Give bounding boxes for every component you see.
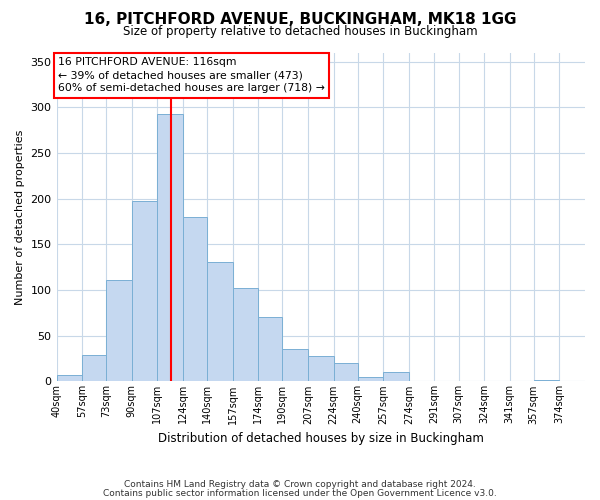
Bar xyxy=(132,200,157,382)
Bar xyxy=(207,262,233,382)
Bar xyxy=(308,356,334,382)
X-axis label: Distribution of detached houses by size in Buckingham: Distribution of detached houses by size … xyxy=(158,432,484,445)
Text: Contains public sector information licensed under the Open Government Licence v3: Contains public sector information licen… xyxy=(103,488,497,498)
Bar xyxy=(383,372,409,382)
Bar xyxy=(233,288,258,382)
Bar xyxy=(183,217,207,382)
Bar xyxy=(258,318,283,382)
Text: 16 PITCHFORD AVENUE: 116sqm
← 39% of detached houses are smaller (473)
60% of se: 16 PITCHFORD AVENUE: 116sqm ← 39% of det… xyxy=(58,57,325,94)
Bar xyxy=(283,348,308,382)
Bar xyxy=(334,363,358,382)
Bar xyxy=(106,280,132,382)
Y-axis label: Number of detached properties: Number of detached properties xyxy=(15,130,25,304)
Text: Contains HM Land Registry data © Crown copyright and database right 2024.: Contains HM Land Registry data © Crown c… xyxy=(124,480,476,489)
Bar xyxy=(534,380,559,382)
Text: 16, PITCHFORD AVENUE, BUCKINGHAM, MK18 1GG: 16, PITCHFORD AVENUE, BUCKINGHAM, MK18 1… xyxy=(84,12,516,28)
Bar xyxy=(358,377,383,382)
Bar xyxy=(157,114,183,382)
Bar xyxy=(82,355,106,382)
Text: Size of property relative to detached houses in Buckingham: Size of property relative to detached ho… xyxy=(122,25,478,38)
Bar xyxy=(56,375,82,382)
